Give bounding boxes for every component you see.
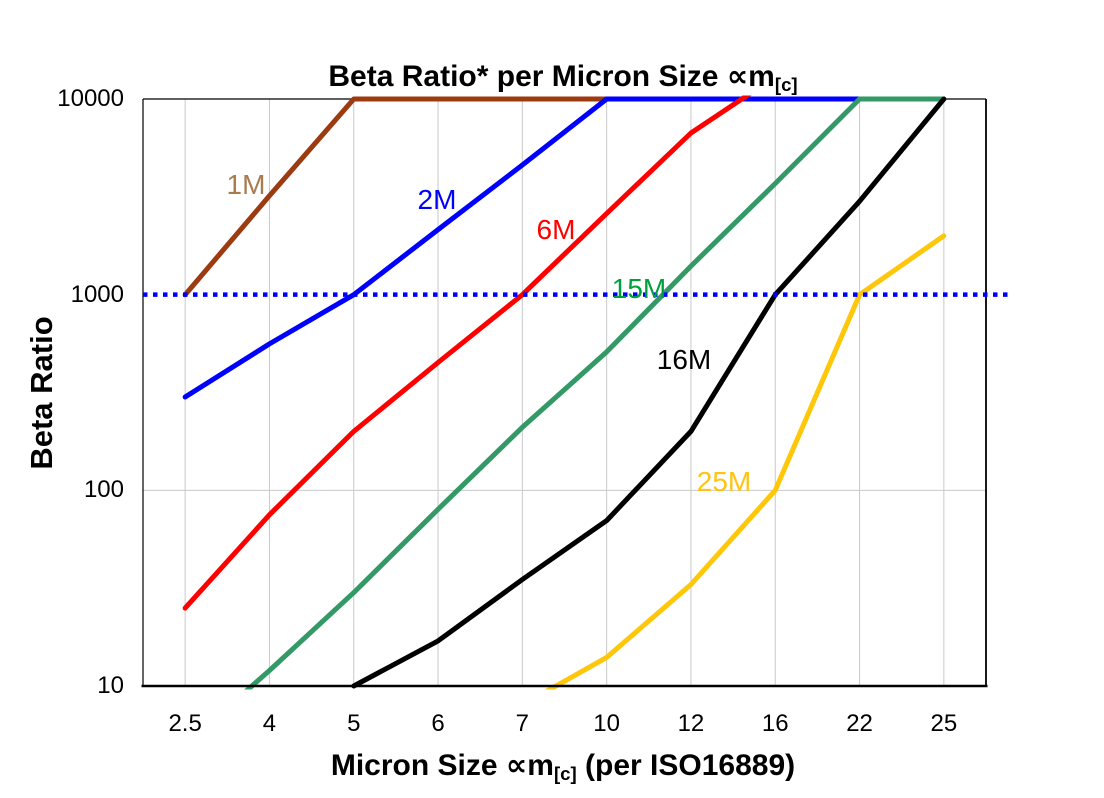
x-tick-label-5: 5 [347,710,361,737]
y-tick-label-100: 100 [83,476,124,504]
series-line-2m [182,96,863,400]
series-line-1m [182,96,610,298]
micron-symbol-x: ∝m [505,749,554,782]
x-tick-label-12: 12 [677,710,705,737]
x-tick-label-7: 7 [515,710,530,737]
chart-title-text: Beta Ratio* per Micron Size [328,60,727,93]
series-label-25m: 25M [696,466,752,497]
y-axis-title: Beta Ratio [24,316,59,470]
micron-symbol: ∝m [726,60,775,93]
y-tick-label-10000: 10000 [57,85,124,112]
series-label-2m: 2M [417,184,457,215]
series-line-16m [351,96,947,689]
series-line-6m [182,95,752,611]
series-label-16m: 16M [656,344,712,375]
series-label-6m: 6M [536,214,576,245]
x-tick-label-22: 22 [846,710,873,737]
x-axis-title: Micron Size ∝m[c] (per ISO16889) [20,748,1104,785]
micron-subscript: [c] [774,74,798,96]
x-tick-label-4: 4 [262,710,277,737]
x-tick-label-25: 25 [930,710,958,737]
x-tick-label-16: 16 [761,710,789,737]
x-tick-label-10: 10 [593,710,620,737]
x-tick-label-6: 6 [431,710,445,737]
y-tick-label-10: 10 [97,672,124,699]
series-label-15m: 15M [611,273,667,304]
chart-title: Beta Ratio* per Micron Size ∝m[c] [20,59,1104,96]
x-axis-title-text: Micron Size [330,749,506,782]
series-label-1m: 1M [226,169,266,200]
y-tick-label-1000: 1000 [70,280,124,308]
series-line-15m [244,96,947,690]
x-tick-label-2.5: 2.5 [168,710,202,737]
micron-subscript-x: [c] [553,763,577,785]
x-axis-title-suffix: (per ISO16889) [576,749,796,782]
series-line-25m [544,233,947,690]
